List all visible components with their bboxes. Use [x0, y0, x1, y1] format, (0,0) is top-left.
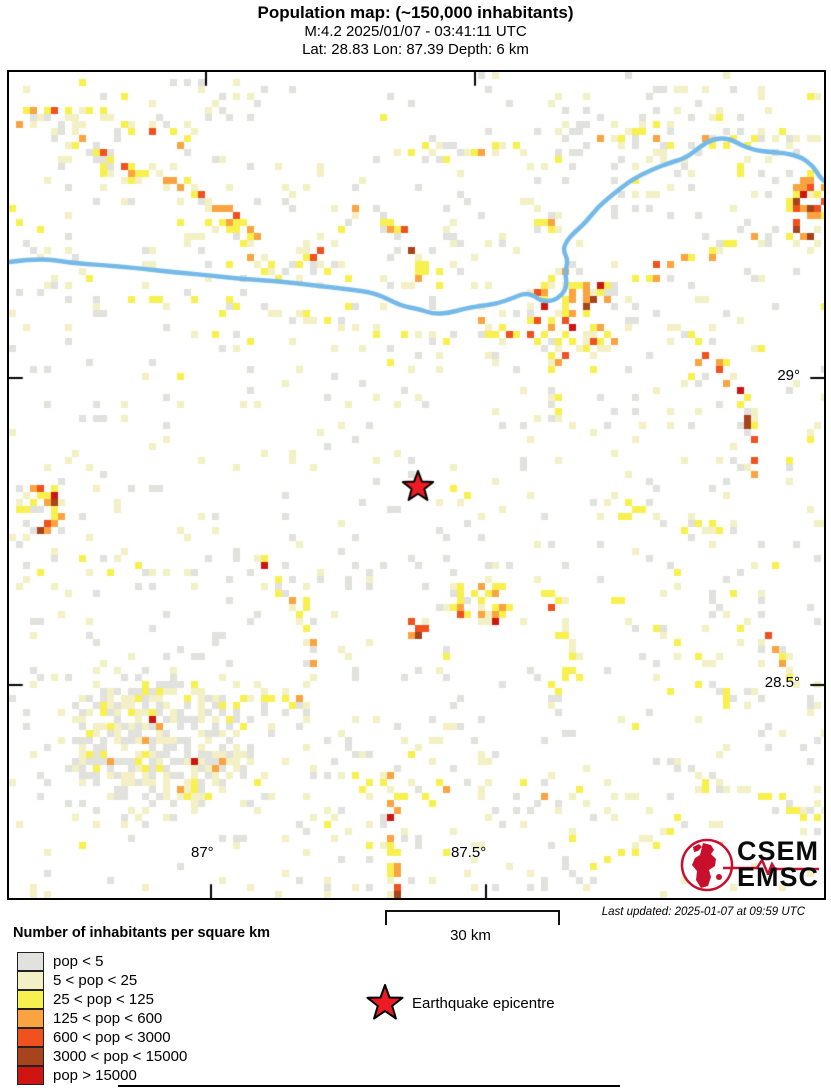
- population-map: 29° 28.5° 87° 87.5° CSEM EMSC: [7, 70, 826, 900]
- seismogram-line-icon: [723, 859, 819, 875]
- emsc-globe-icon: [680, 838, 734, 892]
- logo-line-csem: CSEM: [736, 836, 819, 866]
- legend-label: pop < 5: [53, 953, 104, 970]
- epicentre-legend: Earthquake epicentre: [366, 984, 555, 1022]
- scale-bar-label: 30 km: [450, 927, 491, 944]
- population-legend: pop < 5 5 < pop < 25 25 < pop < 125 125 …: [17, 952, 187, 1085]
- latitude-label-29: 29°: [777, 367, 800, 384]
- event-magnitude-time: M:4.2 2025/01/07 - 03:41:11 UTC: [304, 23, 527, 40]
- epicentre-star-icon: [366, 984, 404, 1020]
- legend-row: 600 < pop < 3000: [17, 1028, 187, 1047]
- legend-swatch-3000-15000: [17, 1047, 44, 1066]
- longitude-label-87: 87°: [191, 844, 214, 861]
- legend-label: 3000 < pop < 15000: [53, 1048, 188, 1065]
- legend-swatch-600-3000: [17, 1028, 44, 1047]
- legend-row: 5 < pop < 25: [17, 971, 187, 990]
- scale-bar: [385, 910, 560, 925]
- legend-row: 3000 < pop < 15000: [17, 1047, 187, 1066]
- legend-label: 600 < pop < 3000: [53, 1029, 171, 1046]
- legend-swatch-25-125: [17, 990, 44, 1009]
- logo-text: CSEM EMSC: [736, 836, 819, 892]
- legend-swatch-125-600: [17, 1009, 44, 1028]
- legend-row: pop > 15000: [17, 1066, 187, 1085]
- bottom-panel-edge: [118, 1085, 620, 1087]
- legend-label: pop > 15000: [53, 1067, 137, 1084]
- epicentre-label: Earthquake epicentre: [412, 994, 555, 1012]
- population-density-canvas: [9, 72, 824, 898]
- legend-label: 125 < pop < 600: [53, 1010, 163, 1027]
- latitude-label-28-5: 28.5°: [764, 674, 800, 691]
- legend-swatch-pop-lt-5: [17, 952, 44, 971]
- legend-row: pop < 5: [17, 952, 187, 971]
- page-title: Population map: (~150,000 inhabitants): [257, 3, 574, 22]
- legend-swatch-gt-15000: [17, 1066, 44, 1085]
- logo-line-emsc: EMSC: [736, 862, 819, 892]
- legend-title: Number of inhabitants per square km: [13, 925, 271, 941]
- legend-label: 5 < pop < 25: [53, 972, 138, 989]
- event-location-depth: Lat: 28.83 Lon: 87.39 Depth: 6 km: [302, 41, 529, 58]
- legend-swatch-5-25: [17, 971, 44, 990]
- legend-row: 25 < pop < 125: [17, 990, 187, 1009]
- csem-emsc-logo: CSEM EMSC: [679, 835, 819, 893]
- last-updated-text: Last updated: 2025-01-07 at 09:59 UTC: [601, 906, 805, 918]
- legend-label: 25 < pop < 125: [53, 991, 154, 1008]
- legend-row: 125 < pop < 600: [17, 1009, 187, 1028]
- longitude-label-87-5: 87.5°: [451, 844, 487, 861]
- map-header: Population map: (~150,000 inhabitants) M…: [0, 3, 831, 59]
